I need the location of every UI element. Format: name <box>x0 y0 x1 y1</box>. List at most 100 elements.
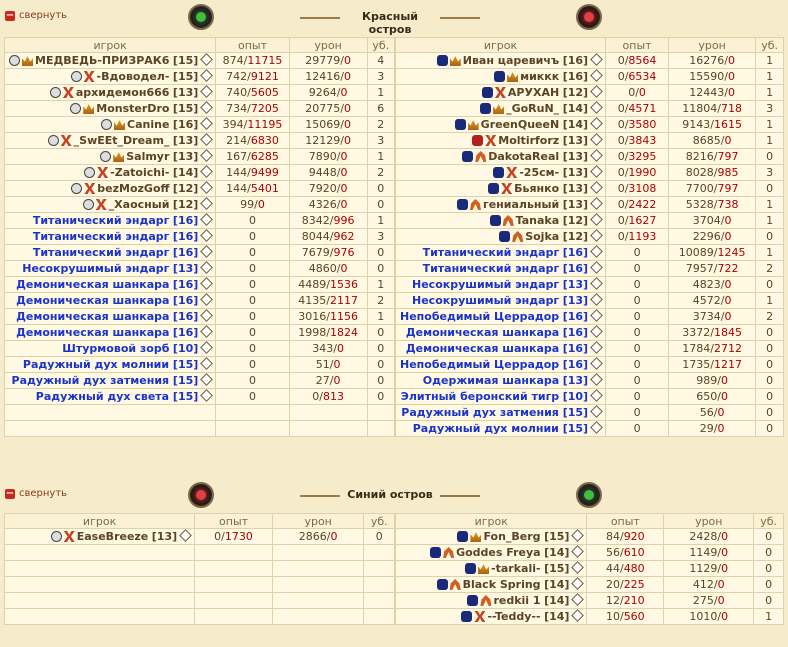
player-name[interactable]: Sojka <box>525 230 560 243</box>
player-name[interactable]: Демоническая шанкара <box>16 326 170 339</box>
player-name[interactable]: Демоническая шанкара <box>405 326 560 339</box>
info-icon[interactable] <box>571 545 585 558</box>
column-header-kills[interactable]: уб. <box>363 513 395 529</box>
info-icon[interactable] <box>200 117 214 130</box>
player-name[interactable]: Canine <box>127 118 170 131</box>
player-name[interactable]: Радужный дух света <box>35 390 173 403</box>
info-icon[interactable] <box>200 69 214 82</box>
info-icon[interactable] <box>590 69 603 82</box>
column-header-kills[interactable]: уб. <box>755 37 784 53</box>
info-icon[interactable] <box>590 373 603 386</box>
player-name[interactable]: Демоническая шанкара <box>16 310 170 323</box>
info-icon[interactable] <box>571 529 585 542</box>
player-name[interactable]: Демоническая шанкара <box>405 342 560 355</box>
column-header-exp[interactable]: опыт <box>194 513 273 529</box>
info-icon[interactable] <box>200 181 214 194</box>
info-icon[interactable] <box>590 357 603 370</box>
player-name[interactable]: МЕДВЕДЬ-ПРИЗРАК6 <box>35 54 170 67</box>
blue-collapse-button[interactable]: − свернуть <box>5 488 67 499</box>
info-icon[interactable] <box>200 293 214 306</box>
player-name[interactable]: -Вдоводел- <box>96 70 170 83</box>
player-name[interactable]: Радужный дух молнии <box>22 358 173 371</box>
info-icon[interactable] <box>200 229 214 242</box>
info-icon[interactable] <box>590 325 603 338</box>
info-icon[interactable] <box>590 165 603 178</box>
player-name[interactable]: -25см- <box>519 166 560 179</box>
player-name[interactable]: EaseBreeze <box>76 530 149 543</box>
info-icon[interactable] <box>200 309 214 322</box>
player-name[interactable]: MonsterDro <box>96 102 170 115</box>
column-header-exp[interactable]: опыт <box>586 513 665 529</box>
info-icon[interactable] <box>179 529 193 542</box>
info-icon[interactable] <box>590 341 603 354</box>
info-icon[interactable] <box>590 213 603 226</box>
info-icon[interactable] <box>200 245 214 258</box>
player-name[interactable]: Радужный дух молнии <box>412 422 563 435</box>
player-name[interactable]: Демоническая шанкара <box>16 278 170 291</box>
player-name[interactable]: _Хаосный <box>108 198 170 211</box>
info-icon[interactable] <box>590 277 603 290</box>
info-icon[interactable] <box>590 405 603 418</box>
info-icon[interactable] <box>590 309 603 322</box>
player-name[interactable]: Титанический эндарг <box>32 246 170 259</box>
player-name[interactable]: --Teddy-- <box>487 610 541 623</box>
info-icon[interactable] <box>200 357 214 370</box>
info-icon[interactable] <box>200 101 214 114</box>
info-icon[interactable] <box>590 293 603 306</box>
info-icon[interactable] <box>590 261 603 274</box>
player-name[interactable]: Бьянко <box>514 182 560 195</box>
info-icon[interactable] <box>571 561 585 574</box>
info-icon[interactable] <box>590 389 603 402</box>
player-name[interactable]: Несокрушимый эндарг <box>412 278 560 291</box>
column-header-player[interactable]: игрок <box>3 513 196 529</box>
info-icon[interactable] <box>200 149 214 162</box>
info-icon[interactable] <box>200 213 214 226</box>
player-name[interactable]: миккк <box>520 70 560 83</box>
info-icon[interactable] <box>590 181 603 194</box>
info-icon[interactable] <box>590 133 603 146</box>
player-name[interactable]: bezMozGoff <box>97 182 170 195</box>
info-icon[interactable] <box>200 389 214 402</box>
info-icon[interactable] <box>571 593 585 606</box>
info-icon[interactable] <box>571 609 585 622</box>
player-name[interactable]: Элитный беронский тигр <box>400 390 560 403</box>
player-name[interactable]: Штурмовой зорб <box>62 342 170 355</box>
player-name[interactable]: GreenQueeN <box>480 118 560 131</box>
column-header-dmg[interactable]: урон <box>271 513 365 529</box>
column-header-kills[interactable]: уб. <box>753 513 784 529</box>
info-icon[interactable] <box>200 373 214 386</box>
player-name[interactable]: Goddes Freya <box>456 546 541 559</box>
info-icon[interactable] <box>590 117 603 130</box>
info-icon[interactable] <box>200 325 214 338</box>
player-name[interactable]: Радужный дух затмения <box>11 374 173 387</box>
info-icon[interactable] <box>200 341 214 354</box>
player-name[interactable]: Титанический эндарг <box>422 262 560 275</box>
player-name[interactable]: Демоническая шанкара <box>16 294 170 307</box>
info-icon[interactable] <box>571 577 585 590</box>
player-name[interactable]: Непобедимый Церрадор <box>400 310 560 323</box>
info-icon[interactable] <box>590 101 603 114</box>
player-name[interactable]: Black Spring <box>462 578 541 591</box>
player-name[interactable]: Непобедимый Церрадор <box>400 358 560 371</box>
info-icon[interactable] <box>200 197 214 210</box>
player-name[interactable]: Одержимая шанкара <box>422 374 560 387</box>
info-icon[interactable] <box>590 53 603 66</box>
player-name[interactable]: Титанический эндарг <box>422 246 560 259</box>
player-name[interactable]: гениальный <box>482 198 560 211</box>
column-header-dmg[interactable]: урон <box>288 37 368 53</box>
column-header-dmg[interactable]: урон <box>668 37 757 53</box>
player-name[interactable]: Несокрушимый эндарг <box>22 262 170 275</box>
info-icon[interactable] <box>590 229 603 242</box>
info-icon[interactable] <box>590 197 603 210</box>
info-icon[interactable] <box>590 85 603 98</box>
player-name[interactable]: _GoRuN_ <box>506 102 560 115</box>
info-icon[interactable] <box>200 53 214 66</box>
player-name[interactable]: АРУХАН <box>507 86 560 99</box>
info-icon[interactable] <box>590 149 603 162</box>
column-header-exp[interactable]: опыт <box>605 37 670 53</box>
info-icon[interactable] <box>590 245 603 258</box>
column-header-exp[interactable]: опыт <box>215 37 290 53</box>
column-header-player[interactable]: игрок <box>394 37 607 53</box>
red-collapse-button[interactable]: − свернуть <box>5 10 67 21</box>
info-icon[interactable] <box>200 85 214 98</box>
